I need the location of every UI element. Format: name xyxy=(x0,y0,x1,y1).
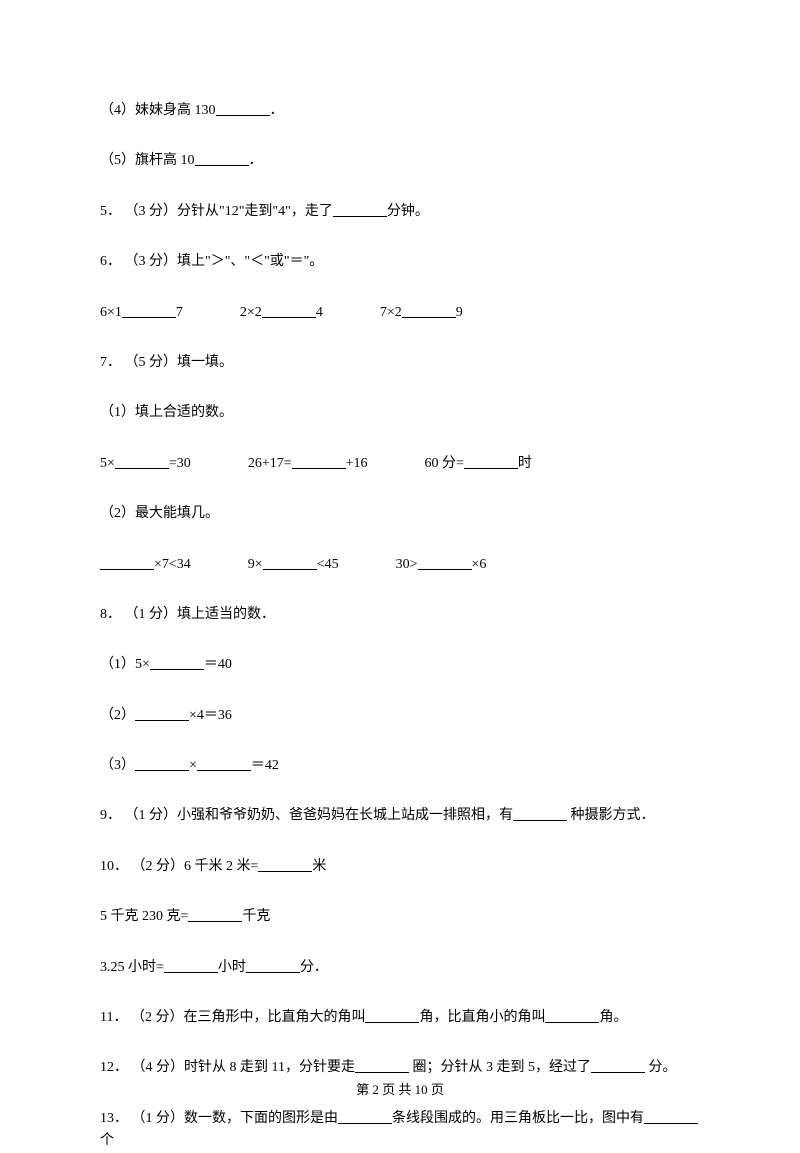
q10l3-prefix: 3.25 小时= xyxy=(100,960,164,975)
q8s2-blank xyxy=(135,707,189,721)
q11-suffix: 角。 xyxy=(599,1010,627,1025)
q4-sub5: （5）旗杆高 10 ． xyxy=(100,150,700,172)
q6-blank2 xyxy=(262,304,316,318)
q6-f: 9 xyxy=(456,305,463,320)
q7r2-a: ×7<34 xyxy=(154,557,191,572)
q6-b: 7 xyxy=(176,305,183,320)
q7r2-blank2 xyxy=(263,556,317,570)
q13-mid: 条线段围成的。用三角板比一比，图中有 xyxy=(392,1111,644,1126)
q10l1-suffix: 米 xyxy=(312,859,326,874)
q11-prefix: 11． （2 分）在三角形中，比直角大的角叫 xyxy=(100,1010,365,1025)
q9: 9． （1 分）小强和爷爷奶奶、爸爸妈妈在长城上站成一排照相，有 种摄影方式． xyxy=(100,805,700,827)
q7r2-blank3 xyxy=(418,556,472,570)
q10l2-blank xyxy=(188,908,242,922)
q7r1-e: 60 分= xyxy=(425,456,464,471)
q10-line1: 10． （2 分）6 千米 2 米= 米 xyxy=(100,856,700,878)
q7r2-e: ×6 xyxy=(472,557,487,572)
q8s1-suffix: ＝40 xyxy=(204,657,232,672)
q6-c: 2×2 xyxy=(240,305,262,320)
q7r1-b: =30 xyxy=(169,456,191,471)
q10l1-blank xyxy=(258,858,312,872)
q6-e: 7×2 xyxy=(380,305,402,320)
q6-a: 6×1 xyxy=(100,305,122,320)
q9-prefix: 9． （1 分）小强和爷爷奶奶、爸爸妈妈在长城上站成一排照相，有 xyxy=(100,808,513,823)
q8s3-suffix: ＝42 xyxy=(251,758,279,773)
q7r2-b: 9× xyxy=(248,557,263,572)
q8-sub3: （3） × ＝42 xyxy=(100,755,700,777)
q12-suffix: 分。 xyxy=(645,1060,677,1075)
q10l2-prefix: 5 千克 230 克= xyxy=(100,909,188,924)
q8s2-suffix: ×4＝36 xyxy=(189,708,232,723)
q7-row2: ×7<34 9× <45 30> ×6 xyxy=(100,554,700,576)
q7-row1: 5× =30 26+17= +16 60 分= 时 xyxy=(100,453,700,475)
q7r1-c: 26+17= xyxy=(248,456,292,471)
q7r1-blank3 xyxy=(464,455,518,469)
q8s3-blank2 xyxy=(197,757,251,771)
q8s3-mid: × xyxy=(189,758,197,773)
q7r1-blank2 xyxy=(292,455,346,469)
q5-prefix: 5． （3 分）分针从"12"走到"4"，走了 xyxy=(100,204,333,219)
q12-blank1 xyxy=(355,1059,409,1073)
q8s1-prefix: （1）5× xyxy=(100,657,150,672)
q9-suffix: 种摄影方式． xyxy=(567,808,655,823)
q6-d: 4 xyxy=(316,305,323,320)
q4-sub4-prefix: （4）妹妹身高 130 xyxy=(100,103,216,118)
q4-sub5-blank xyxy=(195,152,249,166)
q9-blank xyxy=(513,807,567,821)
q7r1-a: 5× xyxy=(100,456,115,471)
q7r1-blank1 xyxy=(115,455,169,469)
q13: 13． （1 分）数一数，下面的图形是由 条线段围成的。用三角板比一比，图中有个 xyxy=(100,1108,700,1153)
q7-sub1: （1）填上合适的数。 xyxy=(100,402,700,424)
q10l3-mid: 小时 xyxy=(218,960,246,975)
q11: 11． （2 分）在三角形中，比直角大的角叫 角，比直角小的角叫 角。 xyxy=(100,1007,700,1029)
q8s1-blank xyxy=(150,656,204,670)
q7r2-d: 30> xyxy=(396,557,418,572)
q6-header: 6． （3 分）填上"＞"、"＜"或"＝"。 xyxy=(100,251,700,273)
q6-blank3 xyxy=(402,304,456,318)
q4-sub5-prefix: （5）旗杆高 10 xyxy=(100,153,195,168)
q7r1-d: +16 xyxy=(346,456,368,471)
q7r2-blank1 xyxy=(100,556,154,570)
q8-sub1: （1）5× ＝40 xyxy=(100,654,700,676)
q12-prefix: 12． （4 分）时针从 8 走到 11，分针要走 xyxy=(100,1060,355,1075)
q13-suffix: 个 xyxy=(100,1133,114,1148)
q5: 5． （3 分）分针从"12"走到"4"，走了 分钟。 xyxy=(100,201,700,223)
q10l3-suffix: 分． xyxy=(300,960,328,975)
q10l3-blank1 xyxy=(164,959,218,973)
q13-blank2 xyxy=(644,1110,698,1124)
q8s3-blank1 xyxy=(135,757,189,771)
q13-blank1 xyxy=(338,1110,392,1124)
q8s3-prefix: （3） xyxy=(100,758,135,773)
q5-blank xyxy=(333,203,387,217)
q10l1-prefix: 10． （2 分）6 千米 2 米= xyxy=(100,859,258,874)
q6-row: 6×1 7 2×2 4 7×2 9 xyxy=(100,302,700,324)
q8s2-prefix: （2） xyxy=(100,708,135,723)
q7r1-f: 时 xyxy=(518,456,532,471)
q11-mid: 角，比直角小的角叫 xyxy=(419,1010,545,1025)
q7r2-c: <45 xyxy=(317,557,339,572)
q4-sub5-suffix: ． xyxy=(249,153,263,168)
q4-sub4: （4）妹妹身高 130 ． xyxy=(100,100,700,122)
page-footer: 第 2 页 共 10 页 xyxy=(0,1079,800,1098)
q10-line2: 5 千克 230 克= 千克 xyxy=(100,906,700,928)
q6-blank1 xyxy=(122,304,176,318)
q13-prefix: 13． （1 分）数一数，下面的图形是由 xyxy=(100,1111,338,1126)
q12-blank2 xyxy=(591,1059,645,1073)
q8-header: 8． （1 分）填上适当的数． xyxy=(100,604,700,626)
q12-mid: 圈；分针从 3 走到 5，经过了 xyxy=(409,1060,591,1075)
q7-sub2: （2）最大能填几。 xyxy=(100,503,700,525)
q4-sub4-suffix: ． xyxy=(270,103,284,118)
q10-line3: 3.25 小时= 小时 分． xyxy=(100,957,700,979)
q10l2-suffix: 千克 xyxy=(242,909,270,924)
q11-blank2 xyxy=(545,1009,599,1023)
q11-blank1 xyxy=(365,1009,419,1023)
q5-suffix: 分钟。 xyxy=(387,204,429,219)
q8-sub2: （2） ×4＝36 xyxy=(100,705,700,727)
q4-sub4-blank xyxy=(216,102,270,116)
q12: 12． （4 分）时针从 8 走到 11，分针要走 圈；分针从 3 走到 5，经… xyxy=(100,1057,700,1079)
q10l3-blank2 xyxy=(246,959,300,973)
q7-header: 7． （5 分）填一填。 xyxy=(100,352,700,374)
